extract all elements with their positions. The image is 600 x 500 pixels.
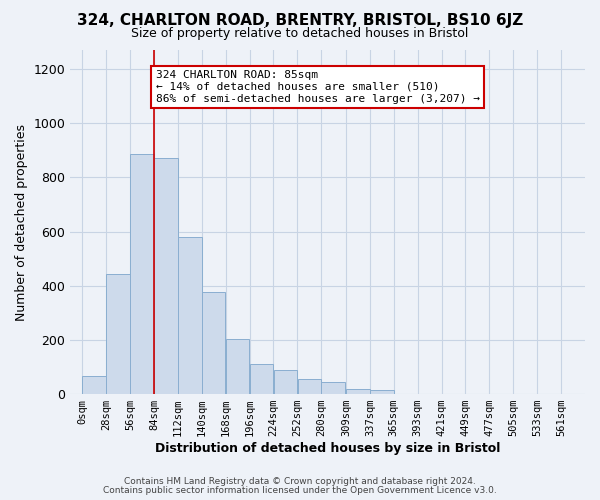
Bar <box>82 376 106 394</box>
Bar <box>250 364 273 394</box>
Bar <box>226 338 250 394</box>
Bar <box>202 292 226 394</box>
Text: Size of property relative to detached houses in Bristol: Size of property relative to detached ho… <box>131 28 469 40</box>
Bar <box>154 158 178 394</box>
Y-axis label: Number of detached properties: Number of detached properties <box>15 124 28 320</box>
X-axis label: Distribution of detached houses by size in Bristol: Distribution of detached houses by size … <box>155 442 500 455</box>
Bar <box>370 390 394 394</box>
Text: 324 CHARLTON ROAD: 85sqm
← 14% of detached houses are smaller (510)
86% of semi-: 324 CHARLTON ROAD: 85sqm ← 14% of detach… <box>155 70 479 104</box>
Bar <box>274 370 297 394</box>
Bar <box>322 382 345 394</box>
Bar <box>298 379 321 394</box>
Text: Contains HM Land Registry data © Crown copyright and database right 2024.: Contains HM Land Registry data © Crown c… <box>124 477 476 486</box>
Bar <box>130 154 154 394</box>
Bar <box>178 237 202 394</box>
Bar <box>106 274 130 394</box>
Text: 324, CHARLTON ROAD, BRENTRY, BRISTOL, BS10 6JZ: 324, CHARLTON ROAD, BRENTRY, BRISTOL, BS… <box>77 12 523 28</box>
Text: Contains public sector information licensed under the Open Government Licence v3: Contains public sector information licen… <box>103 486 497 495</box>
Bar <box>346 388 370 394</box>
